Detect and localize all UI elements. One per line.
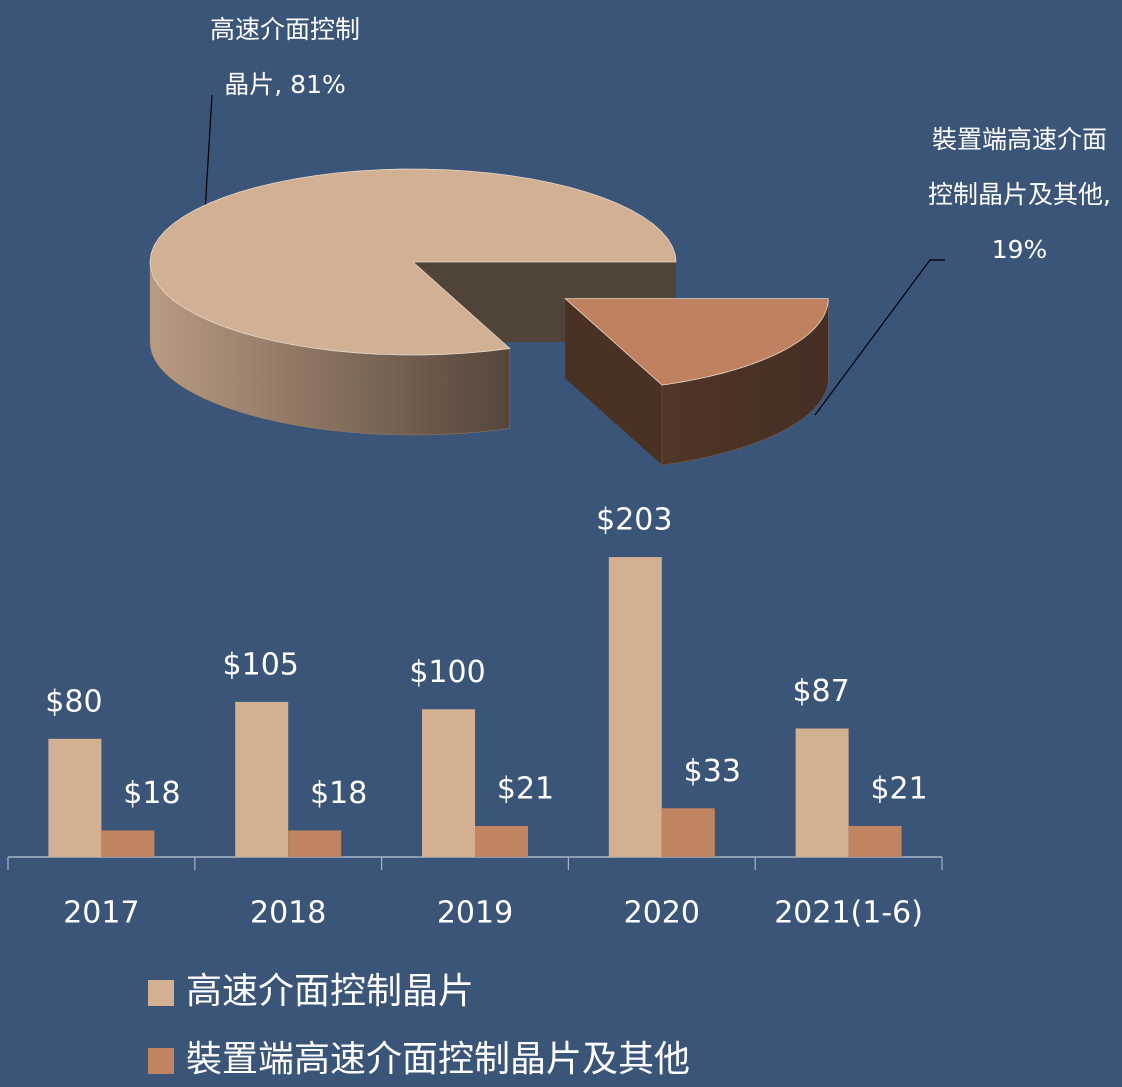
x-tick-label: 2018 [250,896,326,931]
legend-swatch [148,980,174,1006]
data-label: $21 [497,771,554,806]
leader-line [814,259,945,416]
bar [101,830,155,857]
legend-label: 高速介面控制晶片 [186,971,474,1012]
bar [848,825,902,857]
data-label: $33 [684,754,741,789]
bar [288,830,342,857]
pie-label: 高速介面控制晶片, 81% [209,15,360,99]
pie-slice [564,298,829,386]
pie-label: 裝置端高速介面控制晶片及其他, 19% [928,125,1111,264]
bar [475,825,528,857]
x-tick-label: 2020 [624,896,700,931]
data-label: $87 [792,674,849,709]
x-tick-label: 2017 [63,896,139,931]
data-label: $18 [310,776,367,811]
x-tick-label: 2021(1-6) [774,896,923,931]
data-label: $100 [409,655,485,690]
bar [608,557,662,857]
bar [48,738,102,857]
pie-slice [149,168,677,356]
bar [235,701,289,857]
data-label: $80 [45,684,102,719]
x-tick-label: 2019 [437,896,513,931]
bar [422,709,475,857]
legend-label: 裝置端高速介面控制晶片及其他 [186,1039,690,1080]
bar [661,808,715,857]
data-label: $203 [596,503,672,538]
data-label: $21 [870,771,927,806]
data-label: $105 [223,647,299,682]
bar [795,728,849,857]
leader-line [204,94,213,213]
data-label: $18 [123,776,180,811]
pie-face [565,298,663,466]
legend-swatch [148,1048,174,1074]
